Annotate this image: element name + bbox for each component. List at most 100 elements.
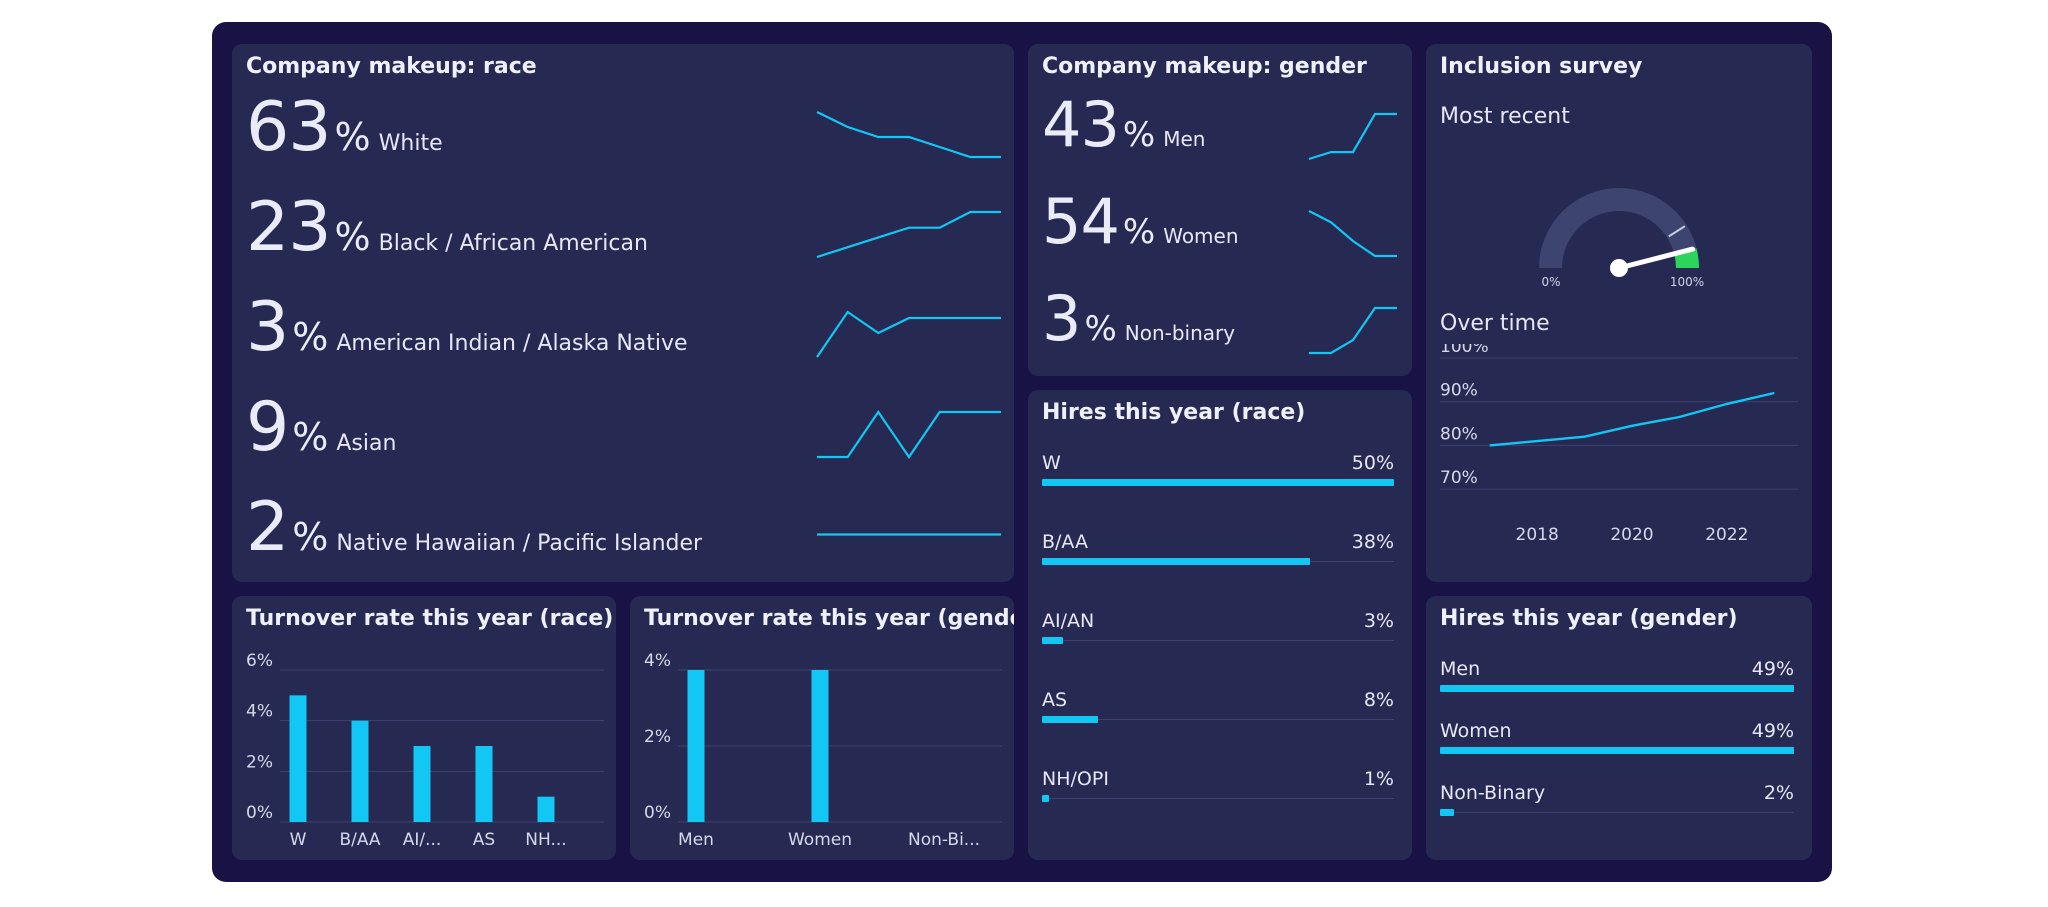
hbar-row: Women 49% <box>1440 720 1794 754</box>
hbar-track <box>1440 685 1794 692</box>
y-tick-label: 0% <box>644 803 671 823</box>
race-stat-row: 23% Black / African American <box>246 188 648 267</box>
gender-stat-row: 43% Men <box>1042 88 1205 161</box>
hires-race-card: Hires this year (race) W 50% B/AA 38% AI/AN 3… <box>1028 390 1412 860</box>
sparkline <box>817 410 1001 459</box>
bar <box>413 746 431 822</box>
stat-value: 2 <box>246 488 289 567</box>
percent-sign: % <box>334 215 371 259</box>
x-tick-label: Non-Bi... <box>908 830 980 850</box>
hbar-value: 50% <box>1351 452 1394 474</box>
stat-label: Native Hawaiian / Pacific Islander <box>336 531 703 556</box>
hbar-value: 38% <box>1351 531 1394 553</box>
hbar-row: NH/OPI 1% <box>1042 768 1394 802</box>
stat-value: 54 <box>1042 185 1120 258</box>
sparkline <box>816 310 1001 358</box>
y-tick-label: 90% <box>1440 381 1478 401</box>
stat-value: 9 <box>246 388 289 467</box>
race-stat-row: 3% American Indian / Alaska Native <box>246 288 688 367</box>
hbar-track <box>1042 558 1394 565</box>
x-tick-label: B/AA <box>339 830 380 850</box>
hbar-header: Men 49% <box>1440 658 1794 680</box>
bar <box>475 746 493 822</box>
stat-value: 3 <box>246 288 289 367</box>
hbar-track <box>1042 637 1394 644</box>
card-title: Turnover rate this year (gende... <box>644 606 1014 631</box>
hbar-row: Non-Binary 2% <box>1440 782 1794 816</box>
y-tick-label: 100% <box>1440 344 1489 357</box>
hbar-row: W 50% <box>1042 452 1394 486</box>
gauge-max-label: 100% <box>1670 275 1704 286</box>
y-tick-label: 4% <box>246 702 273 722</box>
x-tick-label: 2018 <box>1516 525 1559 545</box>
percent-sign: % <box>1122 115 1156 155</box>
hbar-fill <box>1042 558 1310 565</box>
hbar-label: Non-Binary <box>1440 782 1546 804</box>
gender-stat-row: 54% Women <box>1042 185 1239 258</box>
turnover-gender-card: Turnover rate this year (gende... 4% 2% 0%… <box>630 596 1014 860</box>
card-title: Hires this year (race) <box>1042 400 1306 425</box>
percent-sign: % <box>292 315 329 359</box>
hbar-label: AS <box>1042 689 1068 711</box>
x-tick-label: 2020 <box>1610 525 1653 545</box>
stat-value: 43 <box>1042 88 1120 161</box>
sparkline-chart <box>1308 210 1397 258</box>
sparkline <box>1309 306 1397 355</box>
sparkline-chart <box>1309 306 1397 355</box>
stat-value: 63 <box>246 88 332 167</box>
x-tick-label: W <box>290 830 307 850</box>
stat-label: Non-binary <box>1124 321 1236 345</box>
bar <box>351 720 369 822</box>
gauge-hub <box>1610 259 1628 277</box>
over-time-label: Over time <box>1440 311 1550 336</box>
hbar-label: Men <box>1440 658 1481 680</box>
inclusion-survey-card: Inclusion survey Most recent 0%100%92% O… <box>1426 44 1812 582</box>
race-stat-row: 2% Native Hawaiian / Pacific Islander <box>246 488 702 567</box>
hbar-track <box>1042 479 1394 486</box>
x-tick-label: Women <box>788 830 852 850</box>
hbar-fill <box>1042 795 1050 802</box>
bar <box>811 670 829 822</box>
sparkline-chart <box>816 111 1001 159</box>
card-title: Turnover rate this year (race) <box>246 606 614 631</box>
y-tick-label: 4% <box>644 651 671 671</box>
stat-label: Women <box>1163 224 1239 248</box>
stat-label: American Indian / Alaska Native <box>336 331 688 356</box>
y-tick-label: 2% <box>246 752 273 772</box>
gauge-min-label: 0% <box>1541 275 1560 286</box>
y-tick-label: 80% <box>1440 424 1478 444</box>
race-stat-row: 9% Asian <box>246 388 396 467</box>
gauge-track <box>1539 188 1699 268</box>
bar <box>289 695 307 822</box>
series-line <box>1489 391 1775 447</box>
hbar-header: NH/OPI 1% <box>1042 768 1394 790</box>
card-title: Hires this year (gender) <box>1440 606 1738 631</box>
stat-value: 3 <box>1042 282 1081 355</box>
hbar-header: AI/AN 3% <box>1042 610 1394 632</box>
stat-label: Asian <box>336 431 397 456</box>
percent-sign: % <box>1084 309 1117 349</box>
sparkline-chart <box>1308 112 1397 161</box>
hbar-track <box>1042 716 1394 723</box>
percent-sign: % <box>292 415 329 459</box>
y-tick-label: 70% <box>1440 468 1478 488</box>
x-tick-label: Men <box>678 830 714 850</box>
hbar-value: 49% <box>1751 720 1794 742</box>
gauge-needle <box>1616 246 1696 271</box>
x-tick-label: AS <box>473 830 495 850</box>
hbar-value: 49% <box>1751 658 1794 680</box>
hbar-label: B/AA <box>1042 531 1088 553</box>
gauge-target-tick <box>1668 225 1686 238</box>
hbar-row: Men 49% <box>1440 658 1794 692</box>
y-tick-label: 0% <box>246 803 273 823</box>
sparkline <box>1308 112 1397 161</box>
hbar-track <box>1440 747 1794 754</box>
card-title: Company makeup: gender <box>1042 54 1367 79</box>
hbar-header: Women 49% <box>1440 720 1794 742</box>
most-recent-label: Most recent <box>1440 104 1570 129</box>
hbar-header: AS 8% <box>1042 689 1394 711</box>
hbar-header: W 50% <box>1042 452 1394 474</box>
x-tick-label: AI/... <box>403 830 442 850</box>
percent-sign: % <box>1122 212 1156 252</box>
sparkline-chart <box>816 210 1001 259</box>
